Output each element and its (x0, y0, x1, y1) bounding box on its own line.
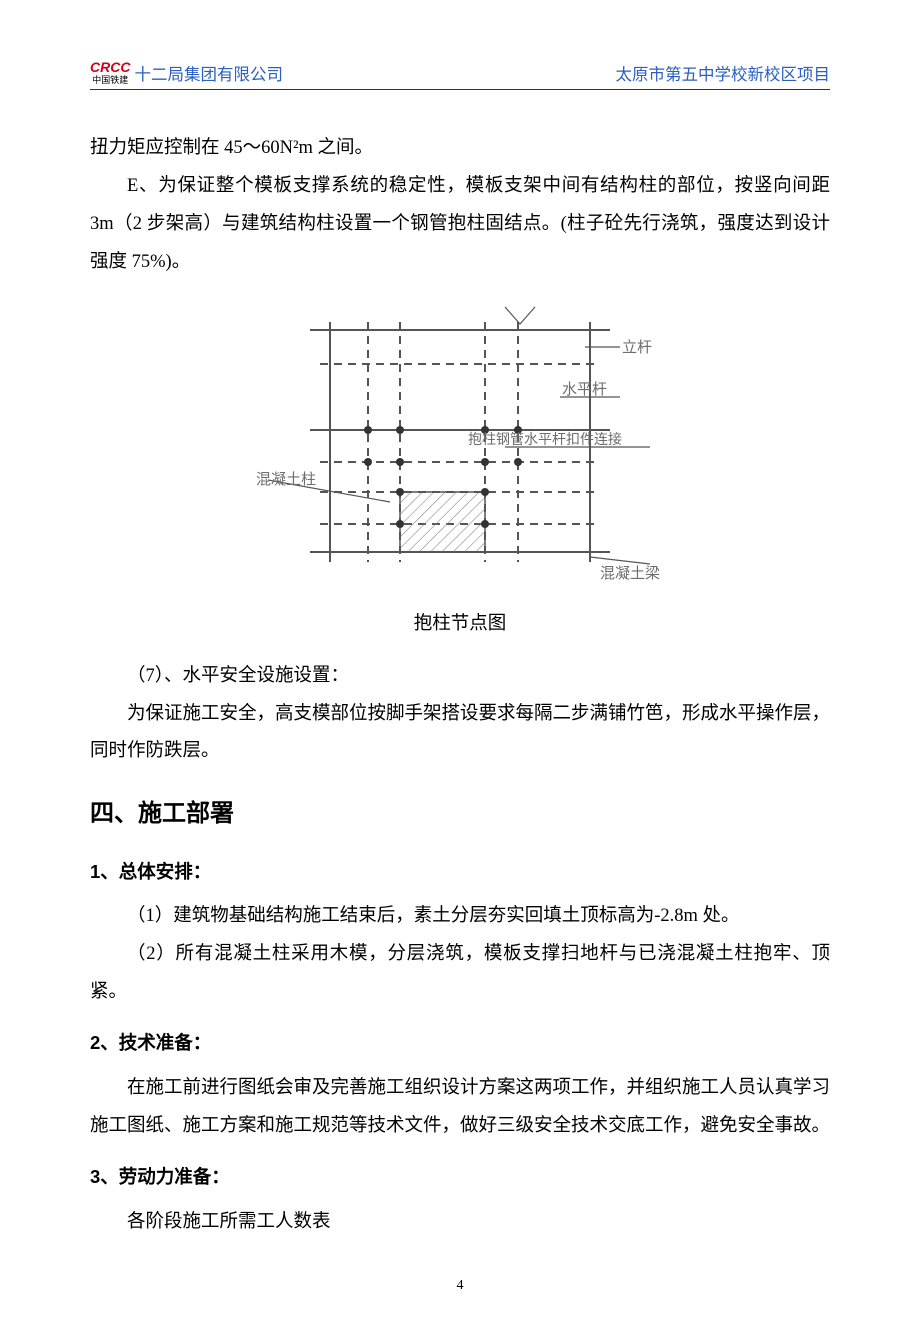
section4-2-title: 2、技术准备： (90, 1024, 830, 1062)
section4-1-title: 1、总体安排： (90, 853, 830, 891)
label-vertical-pole: 立杆 (622, 339, 652, 356)
label-clamp: 抱柱钢管水平杆扣件连接 (468, 431, 622, 448)
label-horizontal-pole: 水平杆 (562, 381, 607, 398)
logo-cn: 中国铁建 (92, 76, 128, 85)
page-header: CRCC 中国铁建 十二局集团有限公司 太原市第五中学校新校区项目 (90, 60, 830, 90)
section4-1-p1: （1）建筑物基础结构施工结束后，素土分层夯实回填土顶标高为-2.8m 处。 (90, 898, 830, 936)
paragraph-safety: 为保证施工安全，高支模部位按脚手架搭设要求每隔二步满铺竹笆，形成水平操作层，同时… (90, 696, 830, 772)
section4-3-title: 3、劳动力准备： (90, 1158, 830, 1196)
page-number: 4 (90, 1278, 830, 1294)
diagram-caption: 抱柱节点图 (90, 606, 830, 644)
section4-title: 四、施工部署 (90, 789, 830, 838)
paragraph-7: （7）、水平安全设施设置： (90, 658, 830, 696)
diagram-container: 立杆 水平杆 抱柱钢管水平杆扣件连接 混凝土柱 混凝土梁 (90, 302, 830, 592)
label-concrete-column: 混凝土柱 (256, 471, 316, 488)
paragraph-torque: 扭力矩应控制在 45～60N²m 之间。 (90, 130, 830, 168)
paragraph-e: E、为保证整个模板支撑系统的稳定性，模板支架中间有结构柱的部位，按竖向间距 3m… (90, 168, 830, 282)
column-node-diagram: 立杆 水平杆 抱柱钢管水平杆扣件连接 混凝土柱 混凝土梁 (250, 302, 670, 592)
section4-3-p1: 各阶段施工所需工人数表 (90, 1204, 830, 1242)
section4-1-p2: （2）所有混凝土柱采用木模，分层浇筑，模板支撑扫地杆与已浇混凝土柱抱牢、顶紧。 (90, 936, 830, 1012)
logo-icon: CRCC 中国铁建 (90, 60, 130, 85)
logo-abbr: CRCC (90, 60, 130, 74)
header-left: CRCC 中国铁建 十二局集团有限公司 (90, 60, 283, 85)
document-page: CRCC 中国铁建 十二局集团有限公司 太原市第五中学校新校区项目 扭力矩应控制… (0, 0, 920, 1334)
header-project: 太原市第五中学校新校区项目 (616, 61, 831, 85)
label-concrete-beam: 混凝土梁 (600, 565, 660, 582)
section4-2-p1: 在施工前进行图纸会审及完善施工组织设计方案这两项工作，并组织施工人员认真学习施工… (90, 1070, 830, 1146)
header-company: 十二局集团有限公司 (134, 61, 283, 85)
body-content: 扭力矩应控制在 45～60N²m 之间。 E、为保证整个模板支撑系统的稳定性，模… (90, 130, 830, 1242)
